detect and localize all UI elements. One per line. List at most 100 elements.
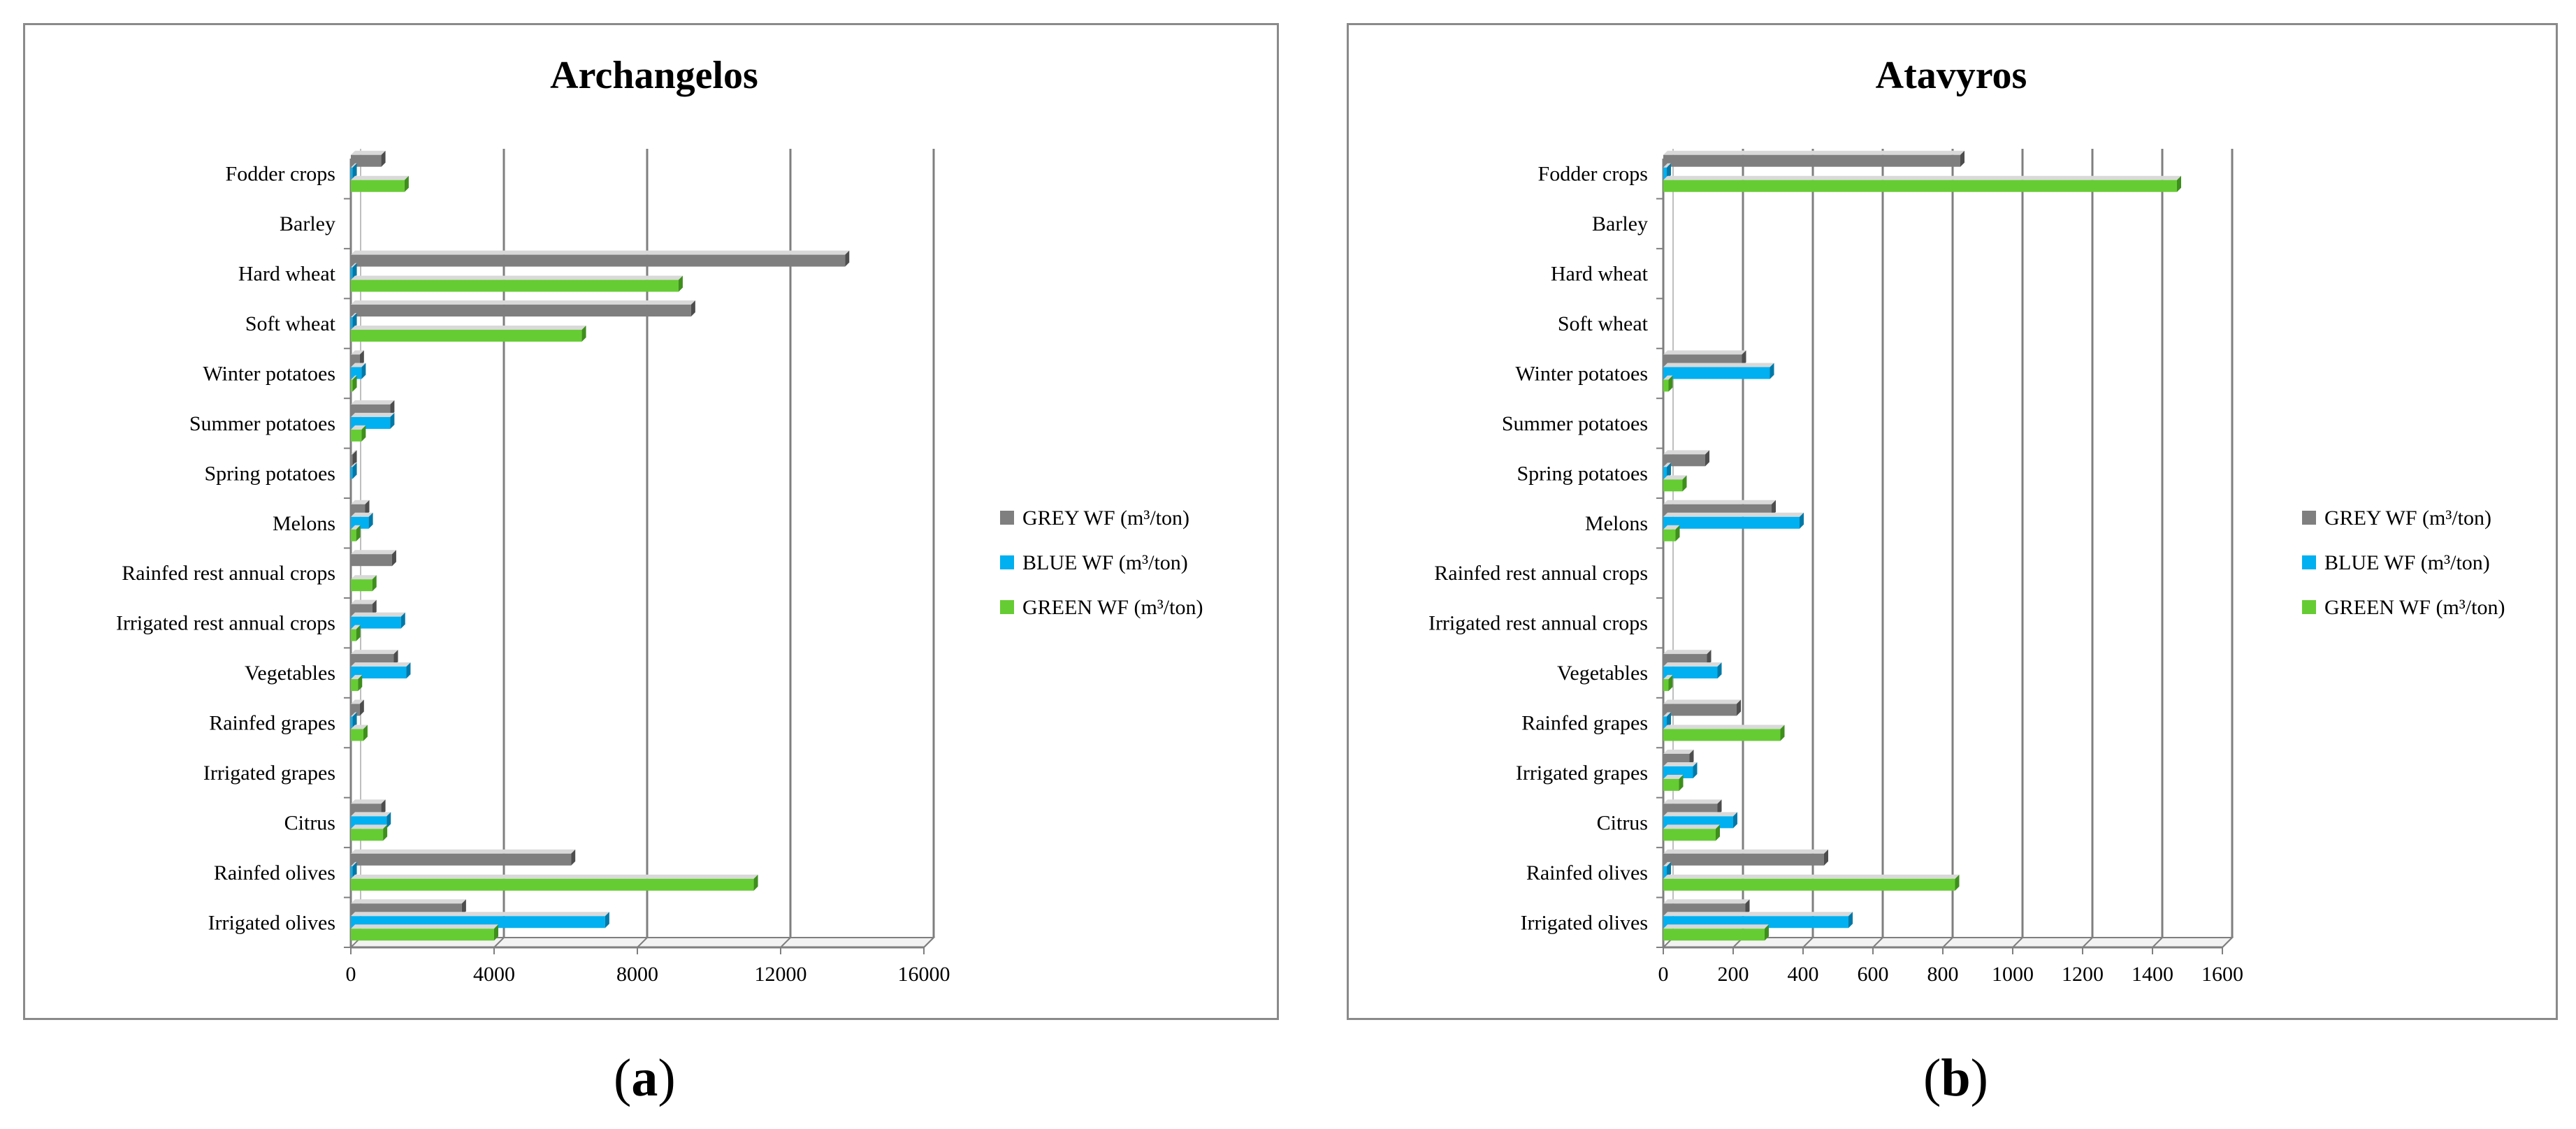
chart-title: Atavyros	[1876, 54, 2027, 97]
bar-face	[1663, 529, 1676, 541]
x-tick-label: 0	[1658, 963, 1669, 986]
bar-top	[1663, 712, 1671, 717]
bar-top	[351, 326, 586, 330]
bar-end	[1848, 912, 1853, 928]
x-tick-label: 16000	[898, 963, 950, 986]
bar-face	[1663, 367, 1770, 379]
bar-end	[1667, 163, 1671, 180]
bar-face	[1663, 778, 1679, 791]
bar-top	[1663, 650, 1712, 655]
bar	[351, 575, 377, 592]
bar	[351, 313, 357, 330]
bar-end	[1707, 650, 1712, 667]
category-label: Barley	[280, 212, 335, 235]
category-label: Irrigated rest annual crops	[1428, 612, 1648, 635]
bar-top	[351, 150, 386, 155]
bar-end	[605, 912, 609, 928]
bar-face	[351, 167, 353, 180]
bar-top	[351, 874, 758, 879]
bar-top	[351, 163, 357, 168]
bar-top	[351, 313, 357, 318]
category-label: Irrigated olives	[208, 911, 335, 934]
category-label: Hard wheat	[1551, 263, 1649, 286]
bar-top	[1663, 724, 1785, 729]
legend-label: GREEN WF (m³/ton)	[2324, 596, 2505, 619]
gridline-floor	[923, 937, 934, 948]
bar-end	[390, 400, 395, 416]
category-label: Citrus	[1597, 811, 1648, 834]
bar-top	[351, 175, 409, 180]
bar-end	[678, 275, 683, 292]
bar	[351, 724, 368, 741]
bar-end	[461, 899, 466, 916]
bar	[1663, 861, 1671, 878]
bar-face	[351, 454, 353, 467]
bar-end	[1675, 525, 1680, 541]
bar-end	[352, 450, 357, 467]
bar	[1663, 363, 1774, 379]
bar	[351, 300, 695, 317]
bar-end	[1745, 899, 1750, 916]
bar-face	[1663, 454, 1705, 467]
bar-end	[361, 363, 366, 379]
category-label: Summer potatoes	[189, 412, 335, 435]
bar	[351, 163, 357, 180]
bar-end	[1717, 799, 1722, 816]
bar	[351, 550, 396, 567]
category-label: Hard wheat	[238, 263, 336, 286]
bar-face	[351, 928, 494, 941]
bar-face	[351, 667, 407, 679]
bar-top	[351, 575, 377, 580]
bar-face	[351, 379, 353, 392]
bar	[1663, 724, 1785, 741]
bar-end	[1668, 675, 1673, 692]
bar-top	[351, 525, 361, 530]
bar-face	[1663, 928, 1765, 941]
bar-top	[1663, 462, 1671, 467]
bar-top	[1663, 924, 1769, 929]
bar-top	[1663, 375, 1673, 380]
bar	[351, 275, 683, 292]
bar-end	[352, 712, 357, 729]
category-label: Irrigated grapes	[1516, 762, 1648, 785]
bar	[351, 363, 366, 379]
x-tick-label: 1400	[2132, 963, 2173, 986]
category-label: Winter potatoes	[203, 362, 335, 385]
bar-end	[1717, 662, 1722, 679]
bar-top	[1663, 912, 1853, 917]
bar-end	[1667, 861, 1671, 878]
bar-end	[393, 650, 398, 667]
bar-end	[359, 699, 364, 716]
bar-top	[1663, 350, 1746, 355]
category-label: Spring potatoes	[205, 462, 336, 485]
bar-end	[1693, 762, 1698, 778]
gridline-floor	[2152, 937, 2163, 948]
bar-top	[351, 250, 850, 255]
bar-end	[1765, 924, 1769, 941]
bar	[351, 662, 411, 679]
bar-end	[1737, 699, 1741, 716]
bar-end	[1742, 350, 1746, 367]
bar-end	[494, 924, 498, 941]
bar-end	[1667, 712, 1671, 729]
bar-top	[1663, 675, 1673, 680]
category-label: Barley	[1592, 212, 1648, 235]
bar	[1663, 462, 1671, 479]
caption-a: (a)	[614, 1049, 676, 1107]
gridline-floor	[637, 937, 648, 948]
bar-end	[690, 300, 695, 317]
bar-end	[1682, 475, 1687, 492]
bar-top	[351, 812, 391, 817]
gridline-floor	[1872, 937, 1883, 948]
bar-end	[352, 163, 357, 180]
bar-face	[1663, 180, 2177, 192]
legend-swatch	[1000, 555, 1014, 569]
bar-end	[581, 326, 586, 342]
bar-face	[351, 866, 353, 878]
bar	[1663, 712, 1671, 729]
category-label: Spring potatoes	[1517, 462, 1649, 485]
bar-top	[1663, 849, 1828, 854]
gridline-floor	[780, 937, 791, 948]
bar-end	[1689, 749, 1694, 766]
bar-top	[1663, 799, 1722, 804]
